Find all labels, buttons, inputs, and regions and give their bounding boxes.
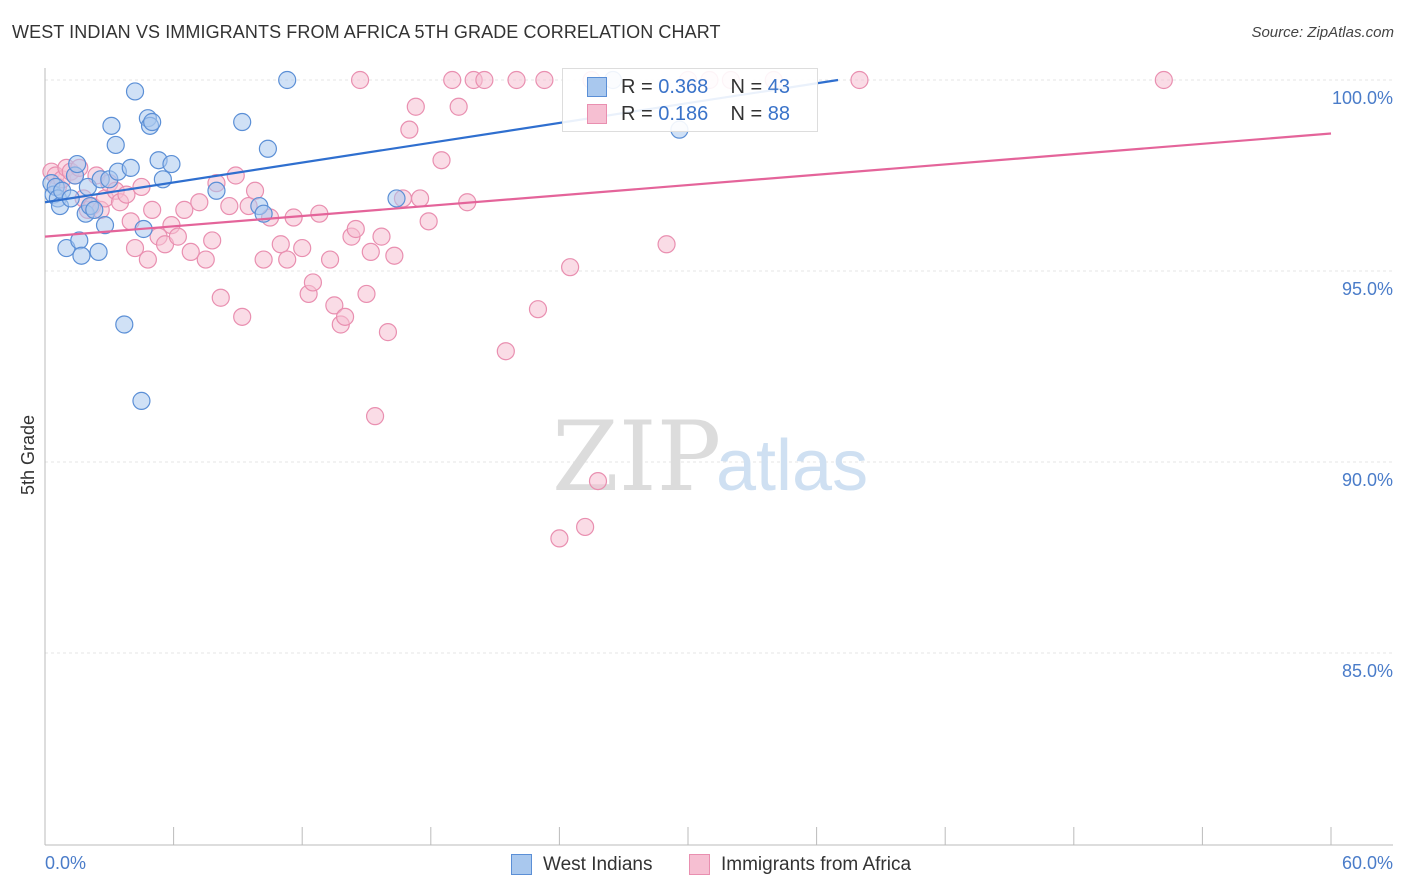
- x-tick-labels: 0.0% 60.0%: [45, 853, 1393, 873]
- immigrants-from-africa-point-72: [507, 70, 526, 90]
- immigrants-from-africa-point-55: [361, 242, 380, 261]
- immigrants-from-africa-trend-line: [44, 132, 1332, 238]
- stats-legend: R = 0.368 N = 43 R = 0.186 N = 88: [562, 68, 818, 132]
- west-indians-point-30: [143, 112, 162, 132]
- immigrants-from-africa-point-67: [449, 97, 468, 116]
- n-label: N =: [730, 103, 768, 125]
- west-indians-point-24: [121, 158, 140, 177]
- immigrants-from-africa-point-48: [320, 250, 340, 269]
- west-indians-point-11: [72, 246, 91, 265]
- west-indians-point-23: [115, 315, 134, 334]
- west-indians-point-34: [207, 181, 226, 200]
- immigrants-from-africa-point-27: [175, 200, 194, 219]
- n-value: 43: [767, 76, 791, 98]
- legend-swatch-west-indians: [587, 77, 607, 97]
- immigrants-from-africa-point-44: [293, 238, 312, 258]
- west-indians-point-40: [387, 189, 406, 208]
- west-indians-point-25: [125, 82, 145, 101]
- immigrants-from-africa-point-19: [125, 238, 145, 258]
- x-tick-label-0: 0.0%: [45, 853, 86, 873]
- west-indians-point-9: [68, 154, 87, 174]
- immigrants-from-africa-point-74: [535, 70, 554, 90]
- immigrants-from-africa-point-64: [419, 212, 438, 231]
- legend-label-west-indians: West Indians: [543, 854, 653, 875]
- watermark-atlas: atlas: [716, 426, 868, 506]
- y-axis-label: 5th Grade: [18, 415, 38, 495]
- immigrants-from-africa-point-76: [561, 258, 580, 277]
- series-legend: West Indians Immigrants from Africa: [0, 850, 1406, 880]
- immigrants-from-africa-point-54: [357, 284, 376, 304]
- west-indians-point-33: [162, 154, 181, 174]
- legend-label-immigrants-from-africa: Immigrants from Africa: [721, 854, 912, 875]
- west-indians-point-18: [95, 216, 115, 235]
- immigrants-from-africa-point-31: [203, 231, 222, 250]
- x-tick-label-1: 60.0%: [1342, 853, 1393, 873]
- west-indians-point-16: [89, 242, 108, 261]
- immigrants-from-africa-point-22: [143, 200, 162, 219]
- y-tick-label-3: 100.0%: [1332, 88, 1393, 108]
- immigrants-from-africa-point-71: [496, 342, 515, 361]
- source-label: Source: ZipAtlas.com: [1251, 24, 1394, 41]
- west-indians-point-38: [258, 139, 278, 158]
- immigrants-from-africa-point-28: [181, 242, 200, 261]
- immigrants-from-africa-point-56: [365, 407, 385, 426]
- immigrants-from-africa-point-41: [271, 235, 290, 254]
- immigrants-from-africa-point-49: [325, 296, 344, 315]
- west-indians-point-39: [278, 70, 297, 90]
- immigrants-from-africa-point-77: [576, 517, 595, 537]
- immigrants-from-africa-point-53: [346, 219, 365, 239]
- immigrants-from-africa-point-80: [657, 235, 676, 254]
- immigrants-from-africa-point-63: [410, 189, 430, 208]
- immigrants-from-africa-point-86: [1154, 70, 1173, 90]
- r-label: R =: [621, 76, 659, 98]
- immigrants-from-africa-point-70: [475, 70, 494, 90]
- immigrants-from-africa-point-87: [350, 70, 370, 90]
- y-tick-label-0: 85.0%: [1342, 661, 1393, 681]
- west-indians-point-15: [85, 200, 104, 219]
- immigrants-from-africa-point-36: [233, 307, 252, 326]
- immigrants-from-africa-point-79: [588, 472, 608, 491]
- y-tick-label-1: 90.0%: [1342, 470, 1393, 490]
- watermark-zip: ZIP: [552, 401, 721, 513]
- immigrants-from-africa-point-35: [226, 166, 245, 185]
- immigrants-from-africa-point-30: [196, 250, 215, 269]
- immigrants-from-africa-point-66: [443, 70, 462, 90]
- west-indians-point-26: [132, 391, 151, 410]
- immigrants-from-africa-point-65: [432, 151, 451, 170]
- r-value: 0.368: [658, 76, 709, 98]
- immigrants-from-africa-point-39: [254, 250, 273, 269]
- legend-swatch-immigrants-from-africa: [587, 104, 607, 124]
- r-label: R =: [621, 103, 659, 125]
- n-label: N =: [730, 76, 768, 98]
- y-tick-labels: 85.0% 90.0% 95.0% 100.0%: [1332, 88, 1393, 681]
- west-indians-point-21: [106, 135, 125, 155]
- legend-swatch-immigrants-from-africa: [689, 854, 710, 875]
- west-indians-point-35: [233, 112, 252, 132]
- west-indians-point-20: [102, 116, 121, 135]
- immigrants-from-africa-point-26: [168, 227, 187, 246]
- immigrants-from-africa-point-46: [303, 273, 323, 292]
- immigrants-from-africa-point-57: [372, 227, 391, 246]
- immigrants-from-africa-point-73: [528, 300, 548, 319]
- immigrants-from-africa-point-38: [245, 181, 265, 200]
- immigrants-from-africa-point-59: [385, 246, 404, 265]
- n-value: 88: [767, 103, 791, 125]
- immigrants-from-africa-point-21: [138, 250, 157, 269]
- immigrants-from-africa-point-33: [211, 288, 230, 307]
- grid-lines: [45, 79, 1393, 654]
- immigrants-from-africa-point-29: [190, 193, 209, 212]
- immigrants-from-africa-point-34: [220, 196, 239, 216]
- immigrants-from-africa-point-58: [378, 323, 398, 342]
- immigrants-from-africa-point-75: [550, 529, 569, 548]
- chart-title: WEST INDIAN VS IMMIGRANTS FROM AFRICA 5T…: [12, 22, 721, 42]
- r-value: 0.186: [658, 103, 709, 125]
- immigrants-from-africa-point-85: [850, 70, 869, 90]
- immigrants-from-africa-point-61: [400, 120, 419, 139]
- immigrants-from-africa-point-51: [335, 307, 355, 326]
- y-tick-label-2: 95.0%: [1342, 279, 1393, 299]
- legend-swatch-west-indians: [511, 854, 532, 875]
- immigrants-from-africa-point-42: [278, 250, 297, 269]
- immigrants-from-africa-point-62: [406, 97, 425, 116]
